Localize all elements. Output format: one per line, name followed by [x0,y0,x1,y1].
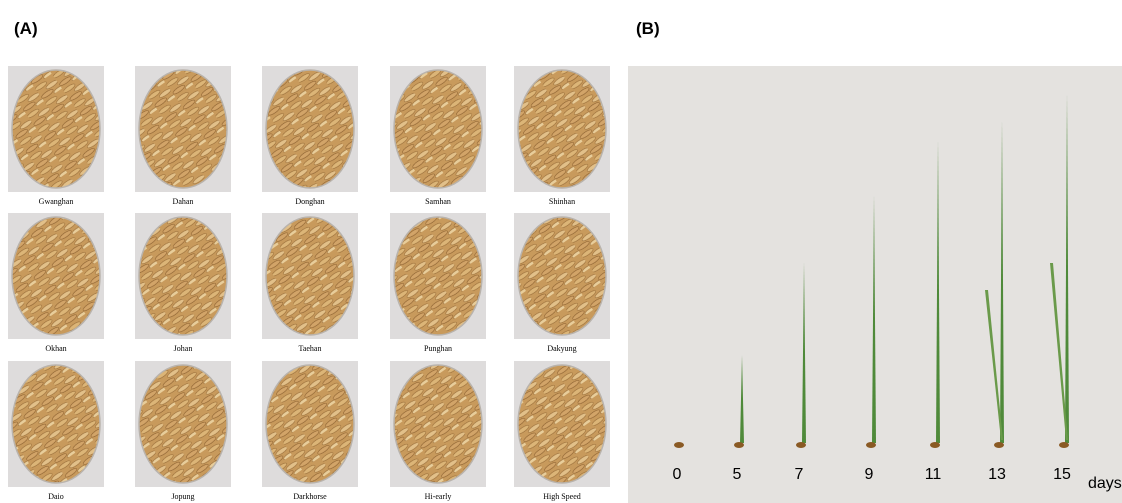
day-label: 7 [795,466,804,483]
grain-dish [518,217,606,335]
variety-label: Jopung [171,492,194,501]
grain-dish [12,217,100,335]
grain-dish [266,365,354,483]
seed [674,442,684,448]
grain-dish [266,217,354,335]
grain-dish [266,70,354,188]
grain-dish [139,70,227,188]
variety-label: Dahan [173,197,194,206]
variety-label: High Speed [543,492,581,501]
variety-label: Daio [48,492,64,501]
variety-label: Donghan [295,197,324,206]
variety-label: Johan [174,344,193,353]
grain-dish [394,365,482,483]
day-unit: days [1088,475,1122,492]
seed [796,442,806,448]
day-label: 9 [865,466,874,483]
grain-dish [518,70,606,188]
grain-dish [394,70,482,188]
variety-label: Gwanghan [39,197,74,206]
day-label: 5 [733,466,742,483]
grain-dish [394,217,482,335]
figure: (A) (B) Gwanghan Dahan Donghan Samhan Shinha… [0,0,1122,503]
day-label: 11 [925,466,942,483]
variety-grid: Gwanghan Dahan Donghan Samhan Shinhan Okhan Jo… [8,66,610,501]
seed [930,442,940,448]
grain-dish [518,365,606,483]
day-label: 15 [1053,466,1071,483]
variety-label: Hi-early [425,492,452,501]
variety-label: Taehan [299,344,322,353]
grain-dish [12,70,100,188]
variety-label: Samhan [425,197,451,206]
grain-dish [12,365,100,483]
variety-label: Punghan [424,344,452,353]
seed [866,442,876,448]
seed [1059,442,1069,448]
grain-dish [139,217,227,335]
panel-label: (B) [636,19,660,38]
variety-label: Dakyung [547,344,576,353]
panel-label: (A) [14,19,38,38]
variety-label: Shinhan [549,197,575,206]
variety-label: Darkhorse [293,492,327,501]
page: (A) (B) Gwanghan Dahan Donghan Samhan Shinha… [0,0,1122,503]
variety-label: Okhan [45,344,66,353]
grain-dish [139,365,227,483]
day-label: 0 [673,466,682,483]
seed [734,442,744,448]
day-label: 13 [988,466,1006,483]
seed [994,442,1004,448]
